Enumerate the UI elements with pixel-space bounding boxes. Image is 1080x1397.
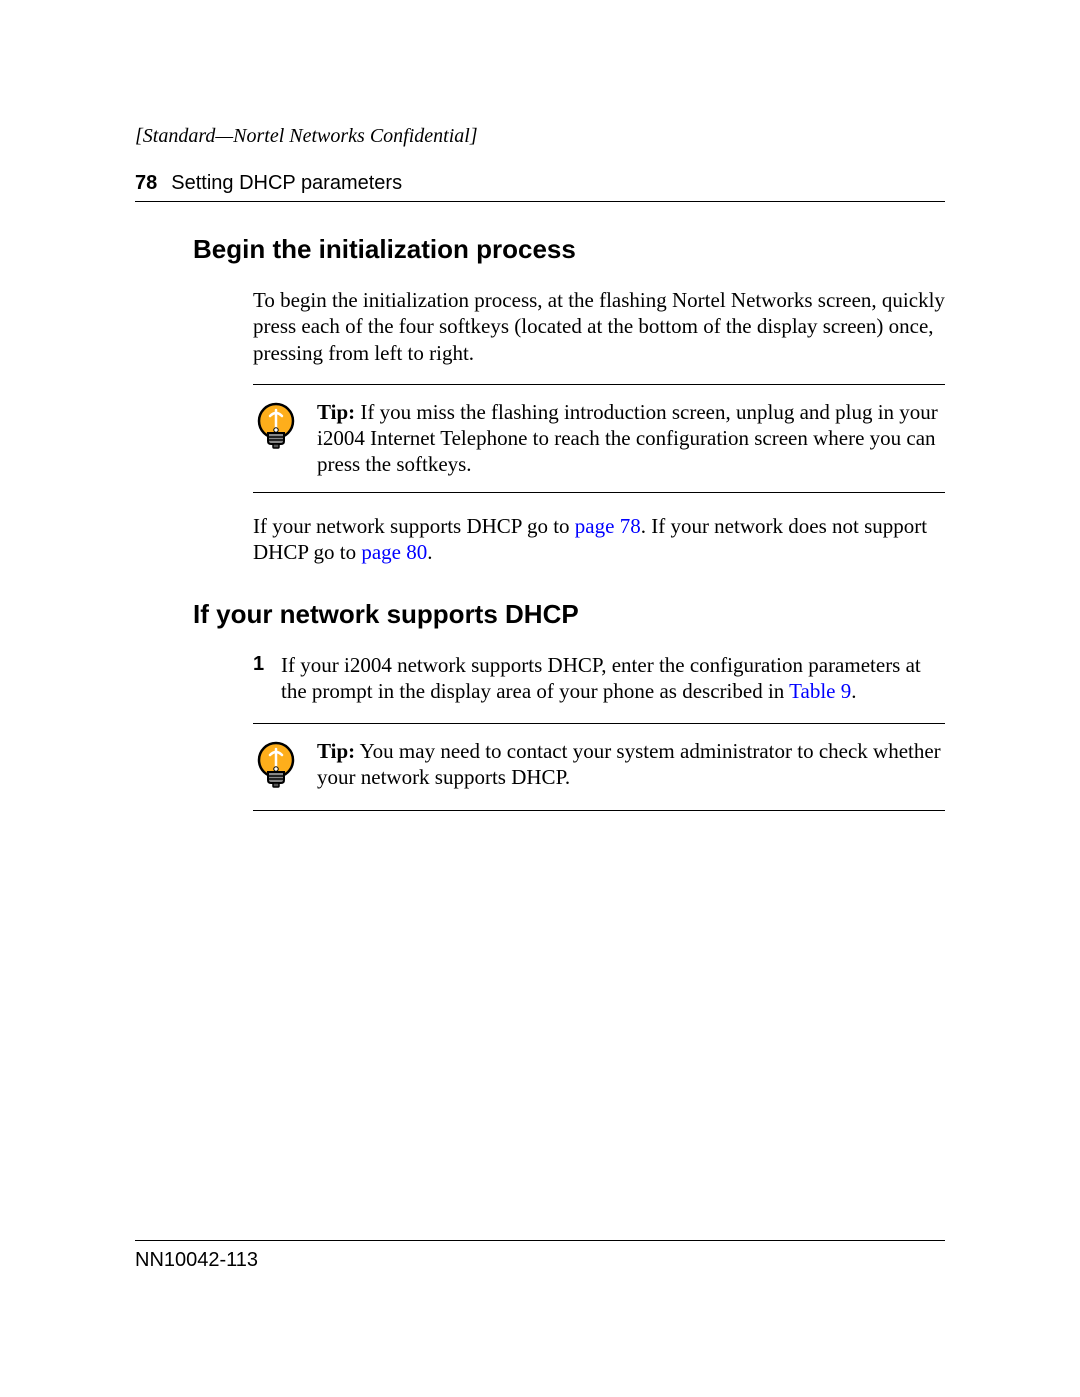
text-fragment: If your network supports DHCP go to bbox=[253, 514, 575, 538]
heading-supports-dhcp: If your network supports DHCP bbox=[193, 599, 945, 630]
link-page-80[interactable]: page 80 bbox=[361, 540, 427, 564]
tip-1-body: If you miss the flashing introduction sc… bbox=[317, 400, 938, 477]
confidential-label: [Standard—Nortel Networks Confidential] bbox=[135, 125, 945, 148]
tip-1-label: Tip: bbox=[317, 400, 355, 424]
document-number: NN10042-113 bbox=[135, 1249, 258, 1271]
lightbulb-icon bbox=[253, 740, 299, 796]
tip-1-text: Tip: If you miss the flashing introducti… bbox=[317, 399, 945, 478]
ordered-list-item-1: 1 If your i2004 network supports DHCP, e… bbox=[253, 652, 945, 705]
tip-2-text: Tip: You may need to contact your system… bbox=[317, 738, 945, 791]
page-footer: NN10042-113 bbox=[135, 1240, 945, 1272]
dhcp-decision-paragraph: If your network supports DHCP go to page… bbox=[253, 513, 945, 566]
tip-box-1: Tip: If you miss the flashing introducti… bbox=[253, 384, 945, 493]
tip-box-2: Tip: You may need to contact your system… bbox=[253, 723, 945, 811]
list-number: 1 bbox=[253, 652, 281, 705]
tip-2-body: You may need to contact your system admi… bbox=[317, 739, 941, 789]
page-header: 78 Setting DHCP parameters bbox=[135, 172, 945, 202]
link-table-9[interactable]: Table 9 bbox=[789, 679, 851, 703]
heading-begin-initialization: Begin the initialization process bbox=[193, 234, 945, 265]
document-page: [Standard—Nortel Networks Confidential] … bbox=[0, 0, 1080, 1397]
page-number: 78 bbox=[135, 172, 157, 194]
chapter-title: Setting DHCP parameters bbox=[171, 172, 402, 194]
text-fragment: . bbox=[851, 679, 856, 703]
list-item-text: If your i2004 network supports DHCP, ent… bbox=[281, 652, 945, 705]
link-page-78[interactable]: page 78 bbox=[575, 514, 641, 538]
text-fragment: . bbox=[427, 540, 432, 564]
lightbulb-icon bbox=[253, 401, 299, 457]
intro-paragraph: To begin the initialization process, at … bbox=[253, 287, 945, 366]
tip-2-label: Tip: bbox=[317, 739, 355, 763]
